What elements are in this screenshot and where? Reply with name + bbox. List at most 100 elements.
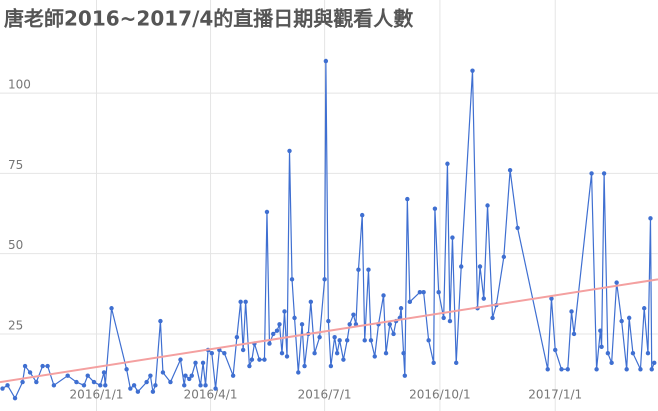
data-point	[436, 289, 441, 295]
data-point	[243, 299, 248, 305]
data-point	[445, 161, 450, 166]
data-point	[332, 334, 337, 340]
data-point	[150, 389, 156, 394]
trend-line	[0, 278, 658, 384]
data-point	[284, 354, 290, 359]
data-point	[267, 341, 272, 346]
data-point	[407, 299, 413, 305]
data-point	[642, 306, 647, 311]
data-point	[292, 315, 297, 321]
data-point	[323, 58, 329, 64]
data-point	[0, 386, 5, 391]
data-point	[249, 357, 255, 362]
data-point	[490, 315, 495, 321]
data-point	[405, 196, 410, 202]
data-point	[638, 367, 643, 372]
data-point	[262, 357, 267, 362]
data-point	[187, 376, 192, 382]
data-point	[287, 148, 292, 154]
data-point	[81, 383, 87, 388]
data-point	[182, 383, 187, 388]
data-point	[341, 357, 346, 362]
data-point	[426, 338, 431, 343]
data-point	[368, 338, 374, 343]
data-point	[431, 360, 436, 366]
data-point	[144, 379, 149, 385]
data-point	[601, 171, 607, 176]
data-point	[209, 351, 215, 356]
data-point	[203, 383, 208, 388]
data-point	[402, 373, 408, 378]
data-point	[193, 360, 198, 366]
data-point	[347, 322, 352, 327]
y-tick-label: 75	[8, 158, 23, 172]
data-point	[614, 280, 619, 285]
data-point	[344, 338, 350, 343]
data-point	[387, 322, 392, 327]
data-point	[594, 367, 599, 372]
data-point	[317, 334, 322, 340]
data-point	[599, 344, 604, 349]
data-point	[624, 367, 629, 372]
data-point	[200, 360, 206, 366]
data-point	[598, 328, 603, 333]
data-point	[356, 267, 361, 272]
data-point	[109, 306, 114, 311]
data-point	[645, 351, 651, 356]
y-tick-label: 25	[8, 318, 23, 332]
x-tick-label: 2016/7/1	[298, 388, 352, 402]
data-point	[605, 351, 611, 356]
data-point	[308, 299, 314, 305]
y-tick-label: 100	[8, 78, 31, 92]
data-point	[289, 277, 295, 282]
data-point	[264, 209, 270, 215]
data-point	[40, 363, 45, 369]
data-point	[98, 383, 103, 388]
data-point	[178, 357, 183, 362]
data-point	[5, 383, 10, 388]
data-point	[360, 212, 365, 218]
data-point	[65, 373, 70, 378]
data-point	[447, 318, 453, 324]
data-point	[459, 264, 464, 269]
data-point	[213, 386, 218, 391]
data-point	[401, 351, 406, 356]
x-tick-label: 2016/1/1	[70, 388, 124, 402]
data-point	[454, 360, 459, 366]
y-tick-label: 50	[8, 238, 23, 252]
data-point	[421, 289, 426, 295]
data-point	[470, 68, 475, 73]
data-point	[101, 370, 107, 375]
data-point	[450, 235, 455, 240]
data-point	[296, 370, 301, 375]
data-point	[565, 367, 570, 372]
data-point	[481, 296, 486, 301]
data-point	[630, 351, 636, 356]
x-tick-label: 2016/4/1	[184, 388, 238, 402]
data-point	[299, 322, 305, 327]
x-tick-label: 2017/1/1	[528, 388, 582, 402]
data-point	[501, 254, 507, 260]
data-point	[619, 318, 624, 324]
data-point	[334, 351, 340, 356]
data-point	[372, 354, 377, 359]
data-point	[553, 347, 558, 353]
data-point	[626, 315, 632, 321]
data-point	[383, 351, 389, 356]
data-point	[351, 312, 356, 317]
data-point	[649, 367, 654, 372]
data-point	[366, 267, 371, 272]
data-point	[507, 167, 513, 173]
data-point	[362, 338, 367, 343]
data-point	[326, 318, 331, 324]
data-point	[131, 383, 137, 388]
data-point	[545, 367, 550, 372]
data-point	[589, 171, 594, 176]
data-point	[322, 277, 327, 282]
data-point	[168, 379, 173, 385]
data-point	[189, 373, 194, 378]
data-point	[74, 379, 79, 385]
data-point	[27, 370, 33, 375]
